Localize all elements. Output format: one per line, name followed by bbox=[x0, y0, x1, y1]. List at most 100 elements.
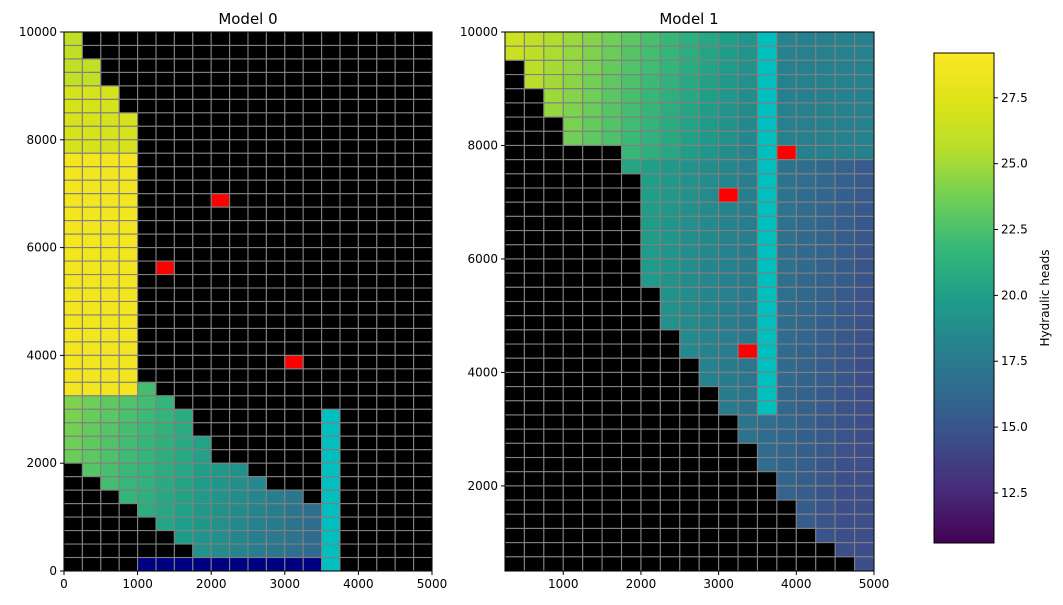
head-cell bbox=[815, 471, 836, 487]
head-cell bbox=[854, 542, 875, 558]
inactive-cell bbox=[376, 314, 396, 329]
inactive-cell bbox=[321, 327, 341, 343]
head-cell bbox=[679, 187, 700, 203]
inactive-cell bbox=[718, 414, 739, 430]
inactive-cell bbox=[357, 435, 378, 451]
inactive-cell bbox=[247, 220, 267, 235]
head-cell bbox=[679, 31, 700, 47]
inactive-cell bbox=[620, 400, 642, 416]
inactive-cell bbox=[394, 462, 415, 478]
inactive-cell bbox=[543, 527, 564, 544]
head-cell bbox=[795, 428, 817, 444]
head-cell bbox=[698, 74, 720, 90]
head-cell bbox=[776, 428, 797, 444]
inactive-cell bbox=[210, 260, 231, 276]
head-cell bbox=[679, 215, 700, 232]
head-cell bbox=[776, 357, 797, 373]
head-cell bbox=[698, 371, 720, 388]
inactive-cell bbox=[210, 85, 231, 100]
head-cell bbox=[81, 408, 102, 424]
inactive-cell bbox=[601, 215, 623, 232]
inactive-cell bbox=[394, 125, 415, 141]
inactive-cell bbox=[504, 542, 525, 558]
head-cell bbox=[173, 449, 194, 464]
inactive-cell bbox=[659, 513, 681, 529]
head-cell bbox=[118, 125, 139, 141]
inactive-cell bbox=[173, 233, 194, 249]
head-cell bbox=[815, 159, 836, 175]
head-cell bbox=[659, 187, 681, 203]
inactive-cell bbox=[543, 442, 564, 459]
inactive-cell bbox=[679, 400, 700, 416]
inactive-cell bbox=[504, 272, 525, 288]
inactive-cell bbox=[394, 112, 415, 127]
inactive-cell bbox=[210, 58, 231, 73]
inactive-cell bbox=[137, 193, 157, 208]
inactive-cell bbox=[173, 71, 194, 87]
inactive-cell bbox=[155, 166, 175, 181]
inactive-cell bbox=[504, 258, 525, 274]
head-cell bbox=[679, 343, 700, 359]
head-cell bbox=[795, 201, 817, 217]
inactive-cell bbox=[601, 386, 623, 402]
head-cell bbox=[679, 258, 700, 274]
head-cell bbox=[659, 286, 681, 303]
inactive-cell bbox=[210, 273, 231, 289]
head-cell bbox=[173, 516, 194, 532]
head-cell bbox=[620, 74, 642, 90]
inactive-cell bbox=[562, 556, 584, 572]
head-cell bbox=[698, 59, 720, 76]
head-cell bbox=[192, 530, 212, 545]
inactive-cell bbox=[413, 98, 433, 114]
chd-cell bbox=[137, 556, 157, 572]
inactive-cell bbox=[523, 513, 545, 529]
head-cell bbox=[155, 435, 175, 451]
inactive-cell bbox=[247, 381, 267, 397]
head-cell bbox=[620, 88, 642, 104]
inactive-cell bbox=[229, 71, 249, 87]
head-cell bbox=[247, 503, 267, 518]
river-cell bbox=[756, 144, 778, 161]
inactive-cell bbox=[376, 139, 396, 154]
head-cell bbox=[815, 258, 836, 274]
inactive-cell bbox=[81, 503, 102, 518]
inactive-cell bbox=[192, 341, 212, 356]
head-cell bbox=[100, 300, 120, 316]
inactive-cell bbox=[339, 193, 359, 208]
head-cell bbox=[543, 45, 564, 61]
inactive-cell bbox=[523, 230, 545, 246]
river-cell bbox=[756, 230, 778, 246]
inactive-cell bbox=[394, 220, 415, 235]
head-cell bbox=[834, 258, 856, 274]
inactive-cell bbox=[582, 527, 603, 544]
river-cell bbox=[321, 408, 341, 424]
inactive-cell bbox=[302, 354, 323, 370]
inactive-cell bbox=[302, 58, 323, 73]
inactive-cell bbox=[394, 381, 415, 397]
head-cell bbox=[504, 45, 525, 61]
head-cell bbox=[173, 489, 194, 505]
head-cell bbox=[718, 173, 739, 189]
head-cell bbox=[659, 315, 681, 331]
inactive-cell bbox=[210, 206, 231, 222]
head-cell bbox=[155, 489, 175, 505]
head-cell bbox=[776, 230, 797, 246]
head-cell bbox=[620, 45, 642, 61]
head-cell bbox=[815, 173, 836, 189]
inactive-cell bbox=[357, 422, 378, 437]
inactive-cell bbox=[815, 556, 836, 572]
inactive-cell bbox=[376, 327, 396, 343]
inactive-cell bbox=[247, 166, 267, 181]
inactive-cell bbox=[776, 499, 797, 515]
inactive-cell bbox=[137, 327, 157, 343]
inactive-cell bbox=[698, 513, 720, 529]
head-cell bbox=[815, 300, 836, 317]
head-cell bbox=[63, 98, 83, 114]
inactive-cell bbox=[504, 343, 525, 359]
inactive-cell bbox=[543, 300, 564, 317]
inactive-cell bbox=[137, 44, 157, 60]
inactive-cell bbox=[601, 556, 623, 572]
head-cell bbox=[81, 98, 102, 114]
head-cell bbox=[118, 422, 139, 437]
inactive-cell bbox=[339, 71, 359, 87]
